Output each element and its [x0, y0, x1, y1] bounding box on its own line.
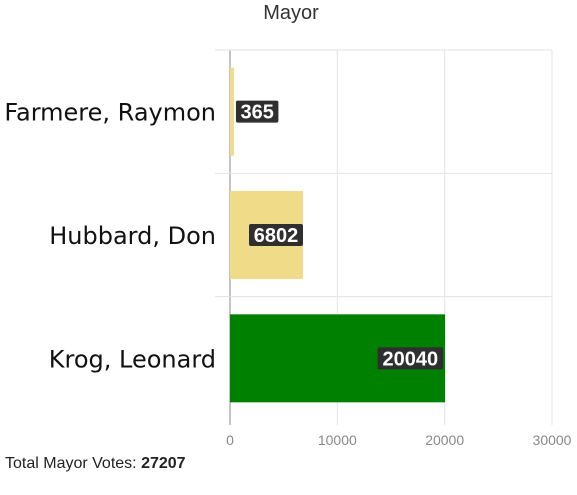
data-label-text: 20040: [383, 348, 439, 370]
data-label: 365: [235, 100, 279, 124]
total-votes-value: 27207: [141, 455, 186, 472]
x-tick-label: 30000: [533, 432, 572, 448]
category-label: Krog, Leonard: [49, 345, 216, 373]
data-label: 20040: [377, 347, 444, 370]
total-votes-label: Total Mayor Votes:: [5, 455, 137, 472]
x-tick-label: 0: [226, 432, 234, 448]
data-label-box: [377, 347, 444, 370]
data-label-box: [235, 100, 279, 123]
data-label-text: 365: [240, 102, 273, 124]
data-label-box: [249, 224, 304, 246]
data-label-layer: 365 6802 20040: [235, 100, 444, 370]
x-tick-label: 10000: [318, 432, 357, 448]
x-tick-label: 20000: [425, 432, 464, 448]
chart-title: Mayor: [263, 2, 319, 24]
total-votes: Total Mayor Votes: 27207: [5, 455, 186, 473]
category-label: Farmere, Raymon: [4, 99, 216, 127]
bar-chart: Farmere, Raymon Hubbard, Don Krog, Leonard…: [4, 49, 572, 448]
bar-layer: [230, 67, 446, 403]
data-label-text: 6802: [254, 225, 299, 247]
bar: [230, 67, 234, 156]
tick-label-layer: 0 10000 20000 30000: [226, 432, 572, 448]
data-label: 6802: [249, 224, 304, 247]
category-label: Hubbard, Don: [49, 222, 216, 250]
category-label-layer: Farmere, Raymon Hubbard, Don Krog, Leonard: [4, 99, 216, 374]
